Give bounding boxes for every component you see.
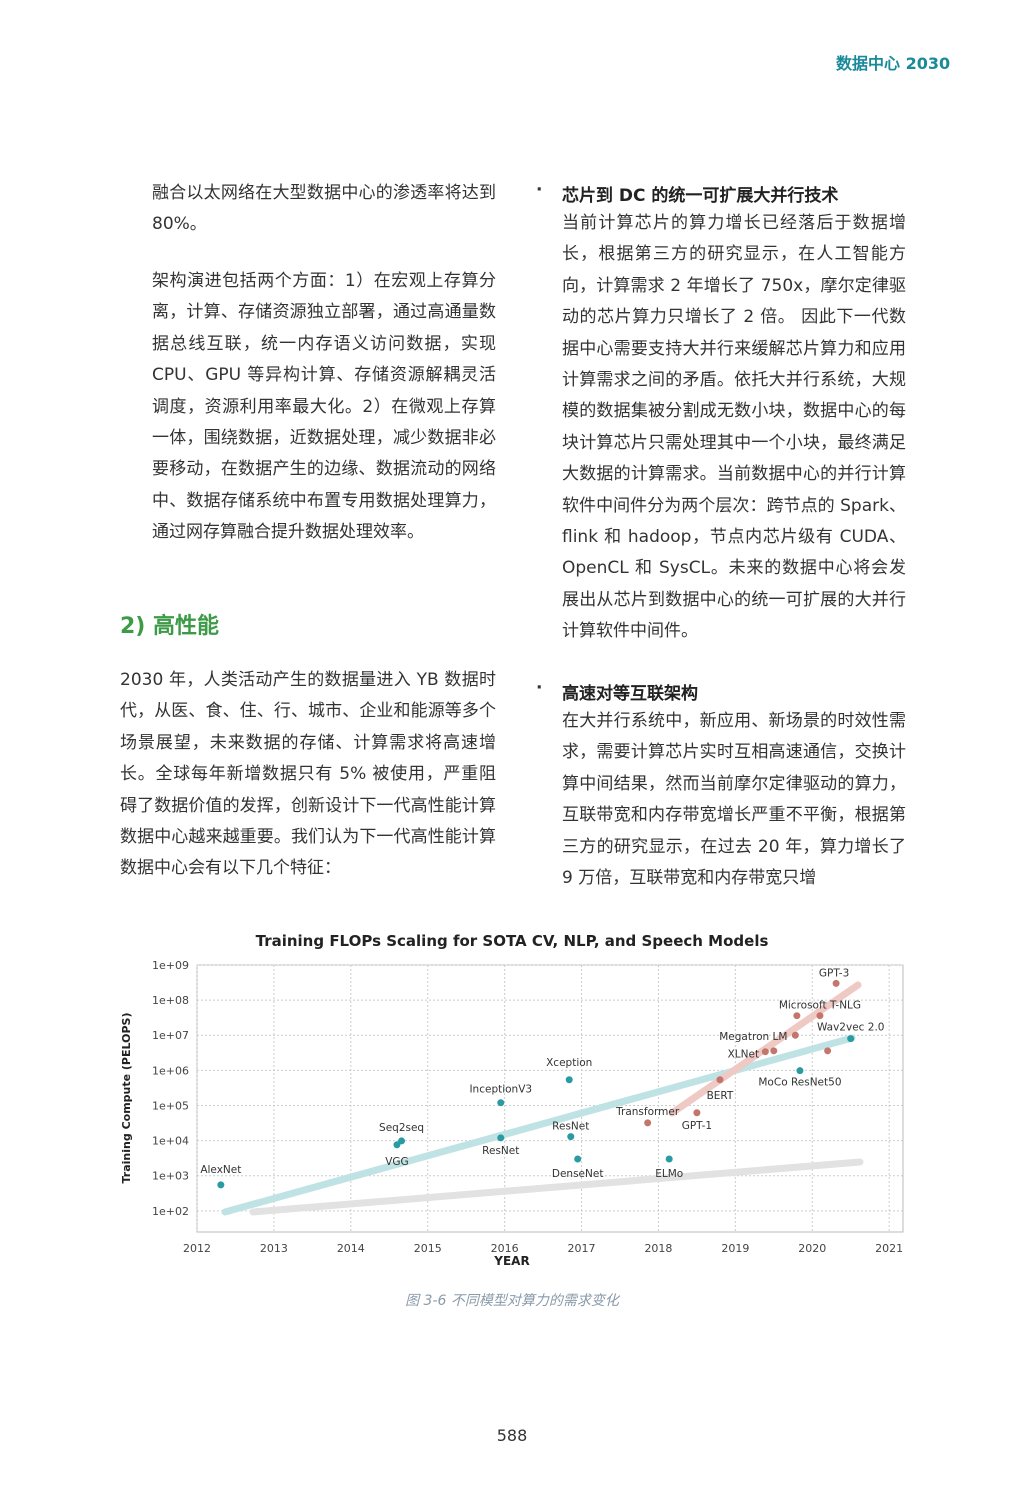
chart: Training FLOPs Scaling for SOTA CV, NLP,… [120, 932, 904, 1268]
x-tick-label: 2016 [491, 1242, 519, 1255]
data-point [497, 1134, 505, 1142]
paragraph: 融合以太网络在大型数据中心的渗透率将达到 80%。 [152, 183, 496, 235]
data-point [761, 1048, 769, 1056]
y-axis-label: Training Compute (PELOPS) [120, 1013, 133, 1184]
point-label: InceptionV3 [469, 1084, 532, 1096]
data-point [567, 1133, 575, 1141]
paragraph: 2030 年，人类活动产生的数据量进入 YB 数据时代，从医、食、住、行、城市、… [120, 670, 496, 879]
x-tick-label: 2017 [568, 1242, 596, 1255]
data-point [791, 1031, 799, 1039]
x-tick-label: 2021 [875, 1242, 903, 1255]
point-label: Transformer [615, 1106, 680, 1118]
x-tick-label: 2020 [798, 1242, 826, 1255]
bullet-title: 芯片到 DC 的统一可扩展大并行技术 [562, 186, 839, 206]
data-point [665, 1155, 673, 1163]
x-tick-label: 2013 [260, 1242, 288, 1255]
chart-title: Training FLOPs Scaling for SOTA CV, NLP,… [256, 932, 769, 950]
y-tick-label: 1e+09 [152, 959, 189, 972]
data-point [716, 1076, 724, 1084]
data-point [796, 1067, 804, 1075]
point-label: DenseNet [552, 1168, 604, 1180]
header-title: 数据中心 2030 [836, 54, 951, 73]
paragraph: 当前计算芯片的算力增长已经落后于数据增长，根据第三方的研究显示，在人工智能方向，… [562, 213, 906, 642]
y-tick-label: 1e+07 [152, 1029, 189, 1042]
point-label: ResNet [482, 1145, 519, 1157]
point-label: Microsoft T-NLG [779, 1000, 861, 1012]
page-number: 588 [496, 1426, 528, 1445]
data-point [644, 1119, 652, 1127]
figure-caption: 图 3-6 不同模型对算力的需求变化 [405, 1293, 619, 1309]
x-tick-label: 2018 [644, 1242, 672, 1255]
trend-line [221, 1034, 856, 1216]
point-label: GPT-1 [682, 1120, 712, 1132]
point-label: BERT [707, 1090, 734, 1102]
y-tick-label: 1e+03 [152, 1170, 189, 1183]
trend-lines [221, 981, 864, 1216]
point-label: Wav2vec 2.0 [817, 1022, 885, 1034]
data-point [574, 1155, 582, 1163]
point-label: XLNet [728, 1049, 759, 1061]
y-tick-label: 1e+06 [152, 1064, 189, 1077]
data-point [217, 1181, 225, 1189]
data-point [497, 1099, 505, 1107]
x-tick-label: 2012 [183, 1242, 211, 1255]
paragraph: 架构演进包括两个方面：1）在宏观上存算分离，计算、存储资源独立部署，通过高通量数… [152, 271, 496, 543]
x-tick-label: 2019 [721, 1242, 749, 1255]
section-heading: 2) 高性能 [120, 614, 220, 639]
data-point [832, 979, 840, 987]
x-axis-label: YEAR [493, 1254, 529, 1268]
data-point [693, 1109, 701, 1117]
trend-line [249, 1158, 864, 1216]
x-tick-label: 2014 [337, 1242, 365, 1255]
point-label: ELMo [655, 1168, 683, 1180]
y-tick-label: 1e+02 [152, 1205, 189, 1218]
data-point [793, 1012, 801, 1020]
y-tick-label: 1e+04 [152, 1135, 189, 1148]
bullet: · [536, 180, 543, 200]
data-point [816, 1012, 824, 1020]
point-label: AlexNet [200, 1164, 241, 1176]
x-tick-label: 2015 [414, 1242, 442, 1255]
point-label: VGG [385, 1156, 408, 1168]
y-tick-label: 1e+05 [152, 1099, 189, 1112]
data-point [565, 1076, 573, 1084]
data-point [393, 1141, 401, 1149]
point-label: Seq2seq [379, 1122, 424, 1134]
point-label: Xception [546, 1057, 592, 1069]
point-label: Megatron LM [719, 1031, 787, 1043]
data-point [847, 1035, 855, 1043]
paragraph: 在大并行系统中，新应用、新场景的时效性需求，需要计算芯片实时互相高速通信，交换计… [562, 711, 906, 889]
y-tick-label: 1e+08 [152, 994, 189, 1007]
point-label: GPT-3 [819, 967, 849, 979]
data-point [398, 1137, 406, 1145]
data-point [770, 1047, 778, 1055]
point-label: MoCo ResNet50 [758, 1077, 841, 1089]
data-point [824, 1047, 832, 1055]
bullet-title: 高速对等互联架构 [562, 684, 698, 704]
bullet: · [536, 678, 543, 698]
point-label: ResNet [552, 1121, 589, 1133]
